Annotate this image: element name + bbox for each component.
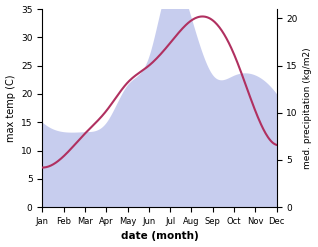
Y-axis label: max temp (C): max temp (C) bbox=[5, 74, 16, 142]
X-axis label: date (month): date (month) bbox=[121, 231, 198, 242]
Y-axis label: med. precipitation (kg/m2): med. precipitation (kg/m2) bbox=[303, 47, 313, 169]
